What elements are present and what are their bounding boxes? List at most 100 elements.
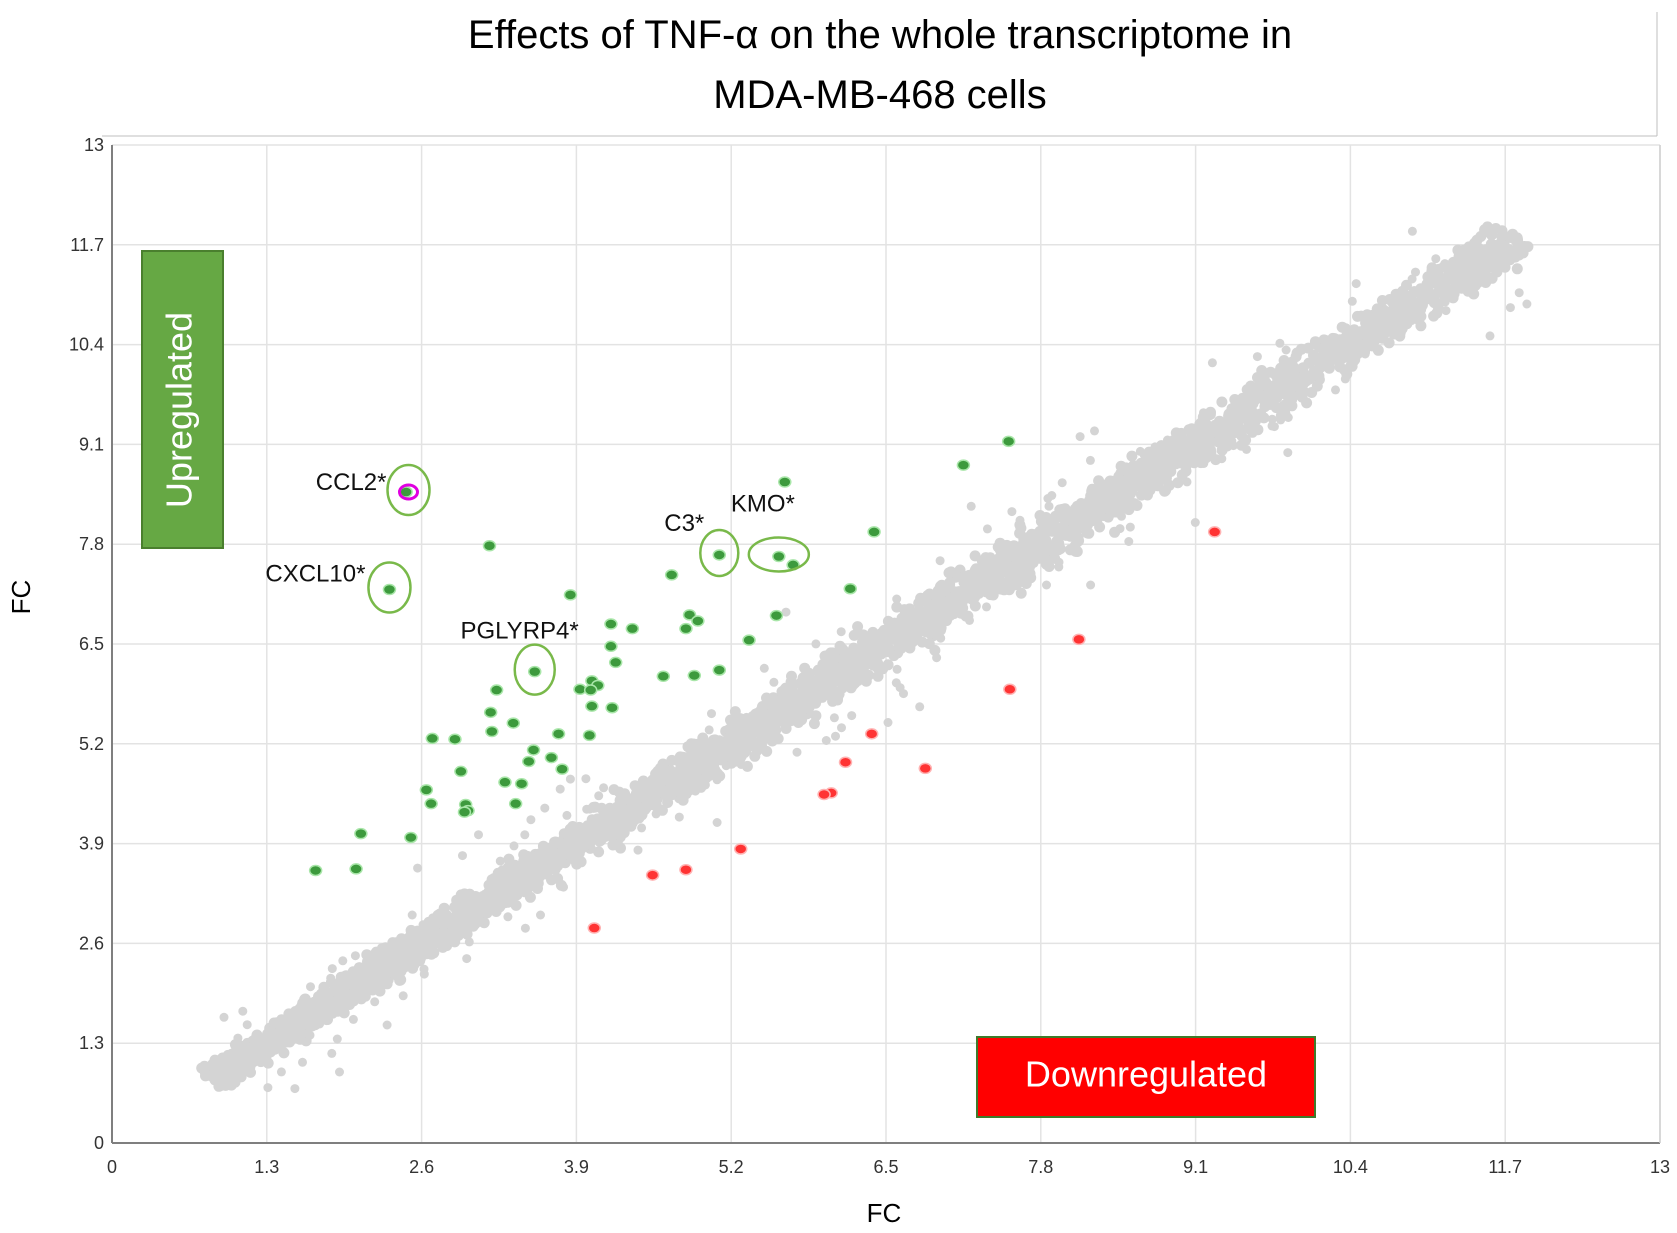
background-point: [275, 1016, 287, 1028]
background-point: [231, 1043, 243, 1055]
background-point: [734, 741, 745, 753]
background-point: [1513, 249, 1525, 261]
background-point: [265, 1026, 277, 1038]
background-point: [555, 852, 567, 864]
upregulated-point: [349, 863, 363, 875]
background-point: [637, 823, 647, 833]
background-point: [1407, 274, 1417, 284]
background-point: [208, 1068, 220, 1080]
background-point: [305, 1030, 315, 1040]
background-point: [228, 1069, 240, 1081]
background-point: [322, 989, 334, 1001]
background-point: [1267, 414, 1277, 424]
background-point: [406, 933, 417, 944]
background-point: [719, 749, 731, 761]
background-point: [314, 1005, 324, 1015]
background-point: [831, 731, 840, 741]
background-point: [689, 738, 699, 748]
background-point: [553, 862, 563, 872]
background-point: [754, 727, 766, 738]
upregulated-point: [544, 751, 559, 764]
y-tick-label: 0: [94, 1133, 104, 1153]
background-point: [1115, 524, 1125, 534]
background-point: [437, 933, 449, 945]
upregulated-points: [308, 435, 1016, 877]
background-point: [1485, 331, 1495, 341]
upregulated-point: [778, 476, 792, 488]
annotation-rings: [367, 463, 811, 696]
background-point: [926, 629, 936, 639]
background-point: [942, 584, 952, 594]
background-point: [1002, 542, 1014, 554]
background-point: [584, 840, 593, 850]
background-point: [599, 783, 609, 793]
background-point: [355, 993, 367, 1005]
background-point: [464, 937, 474, 947]
background-point: [892, 664, 902, 674]
upregulated-point: [551, 728, 566, 740]
background-point: [774, 708, 786, 720]
background-point: [546, 874, 557, 886]
x-tick-label: 9.1: [1183, 1157, 1208, 1177]
x-tick-label: 11.7: [1488, 1157, 1522, 1177]
background-point: [1411, 287, 1421, 297]
upregulated-point: [482, 539, 497, 552]
background-point: [742, 746, 752, 756]
downregulated-point: [1072, 633, 1086, 646]
background-point: [1172, 477, 1184, 489]
upregulated-point: [585, 700, 599, 712]
background-point: [1015, 515, 1025, 525]
upregulated-point: [687, 669, 702, 682]
background-point: [651, 809, 661, 819]
background-point: [407, 910, 417, 920]
background-point: [831, 668, 843, 680]
background-point: [836, 627, 846, 637]
background-point: [1411, 267, 1420, 277]
background-point: [915, 702, 925, 712]
background-point: [1340, 374, 1350, 384]
title-panel: [102, 12, 1657, 136]
background-point: [544, 854, 556, 866]
background-point: [284, 1014, 294, 1024]
downregulated-label: Downregulated: [1025, 1054, 1267, 1095]
background-point: [1021, 569, 1033, 581]
background-point: [577, 823, 588, 835]
background-point: [476, 916, 486, 926]
background-point: [1010, 560, 1022, 572]
upregulated-point: [527, 665, 542, 678]
background-point: [745, 738, 755, 748]
background-point: [1383, 337, 1395, 349]
background-point: [893, 641, 905, 653]
background-point: [762, 730, 774, 742]
background-point: [1505, 303, 1515, 313]
background-point: [976, 570, 986, 580]
background-point: [1323, 361, 1335, 373]
background-point: [349, 988, 359, 997]
background-point: [1244, 407, 1256, 419]
background-point: [428, 934, 438, 944]
background-point: [1032, 543, 1042, 552]
background-point: [438, 912, 450, 924]
x-tick-label: 3.9: [564, 1157, 589, 1177]
background-point: [1199, 459, 1209, 468]
background-point: [1096, 500, 1108, 512]
background-point: [1360, 349, 1370, 359]
background-point: [1431, 254, 1441, 264]
background-point: [1401, 279, 1412, 291]
background-point: [1491, 266, 1503, 278]
background-point: [495, 893, 507, 905]
background-point: [1480, 260, 1492, 272]
background-point: [1339, 351, 1350, 363]
background-point: [796, 711, 808, 723]
background-point: [358, 963, 367, 973]
background-point: [1252, 352, 1262, 362]
background-point: [1331, 385, 1340, 395]
y-tick-label: 5.2: [79, 734, 104, 754]
background-point: [1426, 266, 1436, 276]
background-point: [1075, 432, 1085, 442]
background-point: [1457, 264, 1467, 274]
background-point: [829, 687, 841, 699]
y-tick-label: 11.7: [70, 235, 104, 255]
downregulated-point: [733, 843, 748, 855]
annotation-ring: [699, 528, 740, 578]
